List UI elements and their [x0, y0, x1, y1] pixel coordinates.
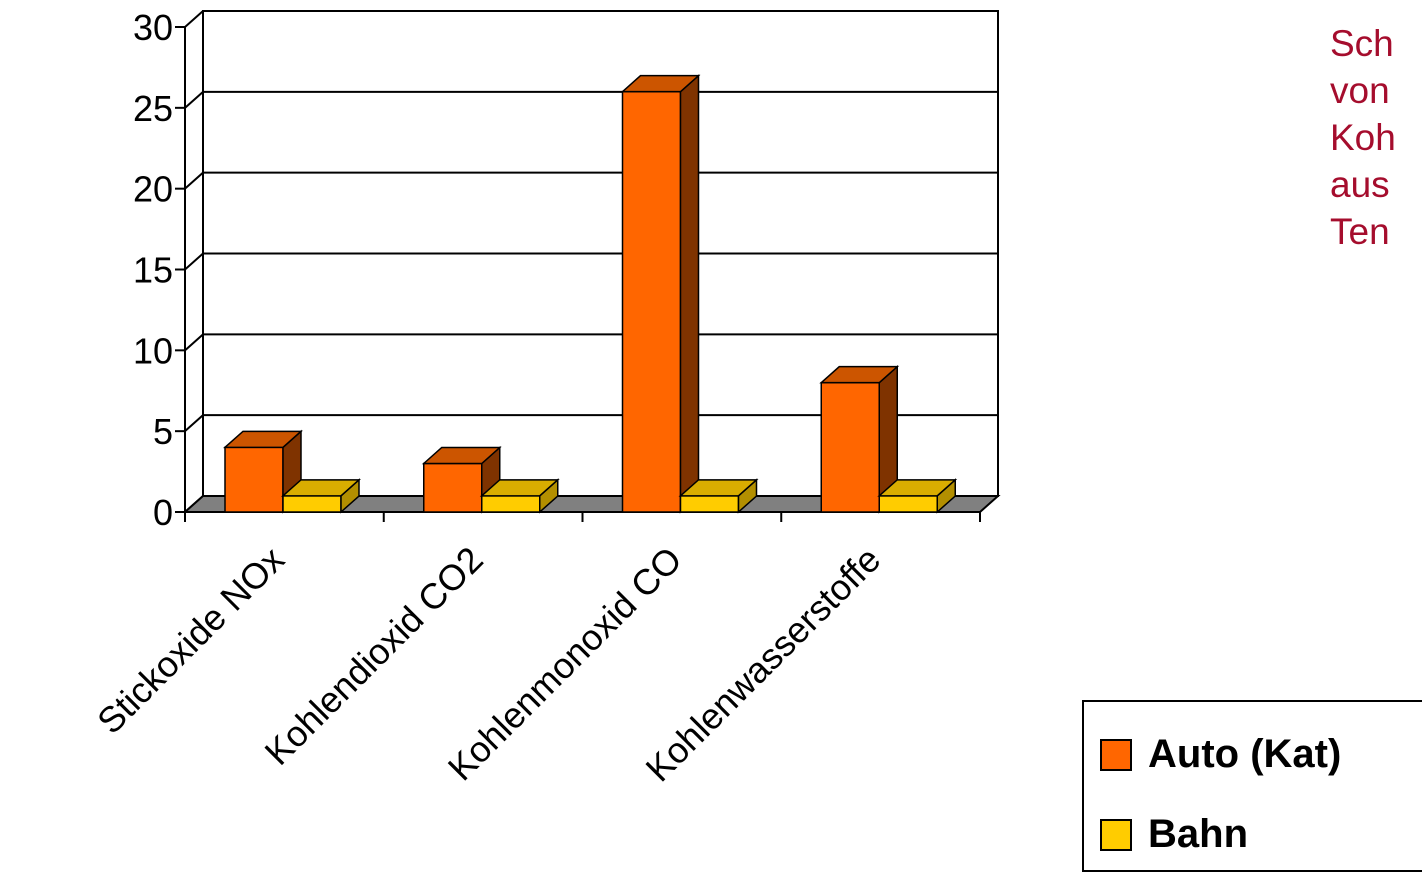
side-caption-line: von — [1330, 70, 1390, 111]
bar-top — [223, 430, 303, 449]
bar-top — [281, 479, 361, 497]
legend-item-auto: Auto (Kat) — [1100, 732, 1341, 777]
bar-bahn — [281, 478, 361, 514]
bar-front — [481, 495, 541, 513]
y-tick-labels: 0 5 10 15 20 25 30 — [133, 7, 173, 533]
x-category-label: Stickoxide NOx — [89, 539, 292, 742]
y-tick-label: 10 — [133, 330, 173, 371]
bar-top — [620, 74, 701, 93]
side-wall-line — [184, 171, 204, 190]
chart-bars — [223, 73, 958, 514]
bar-bahn — [877, 478, 958, 514]
bar-top — [678, 479, 759, 497]
y-tick-label: 0 — [153, 492, 173, 533]
bar-front — [820, 381, 880, 513]
bar-bahn — [678, 478, 759, 514]
side-caption-line: Koh — [1330, 117, 1396, 158]
bar-top — [421, 446, 502, 465]
y-tick-label: 30 — [133, 7, 173, 48]
legend-swatch-auto — [1100, 738, 1132, 771]
bar-side — [679, 73, 700, 514]
y-tick-label: 20 — [133, 169, 173, 210]
legend-label: Bahn — [1148, 812, 1248, 856]
bar-bahn — [479, 478, 560, 514]
side-caption-line: Ten — [1330, 211, 1390, 252]
side-wall-line — [184, 91, 204, 109]
bar-top — [877, 479, 958, 497]
side-wall-line — [184, 252, 204, 271]
bar-front — [282, 495, 342, 513]
legend-swatch-bahn — [1100, 818, 1132, 851]
chart-legend: Auto (Kat) Bahn — [1082, 700, 1422, 872]
bar-front — [679, 495, 740, 513]
side-caption-line: aus — [1330, 164, 1390, 205]
bar-chart: 0 5 10 15 20 25 30 Stickoxide NOx Kohlen… — [89, 7, 1001, 790]
bar-top — [479, 479, 560, 497]
y-tick-label: 5 — [153, 411, 173, 452]
bar-front — [224, 446, 284, 513]
side-caption: Sch von Koh aus Ten — [1330, 20, 1396, 255]
x-category-labels: Stickoxide NOx Kohlendioxid CO2 Kohlenmo… — [89, 539, 888, 790]
bar-auto — [819, 364, 900, 514]
bar-front — [423, 462, 483, 513]
x-category-label: Kohlendioxid CO2 — [257, 539, 491, 773]
bar-front — [878, 495, 938, 513]
y-tick-label: 15 — [133, 250, 173, 291]
side-wall-line — [184, 414, 204, 432]
bar-top — [819, 365, 900, 384]
legend-item-bahn: Bahn — [1100, 812, 1248, 857]
legend-label: Auto (Kat) — [1148, 732, 1342, 776]
bar-auto — [620, 73, 701, 514]
side-wall-line — [184, 333, 204, 352]
bar-front — [621, 90, 682, 513]
y-tick-label: 25 — [133, 88, 173, 129]
side-wall-line — [184, 10, 204, 28]
side-caption-line: Sch — [1330, 23, 1394, 64]
